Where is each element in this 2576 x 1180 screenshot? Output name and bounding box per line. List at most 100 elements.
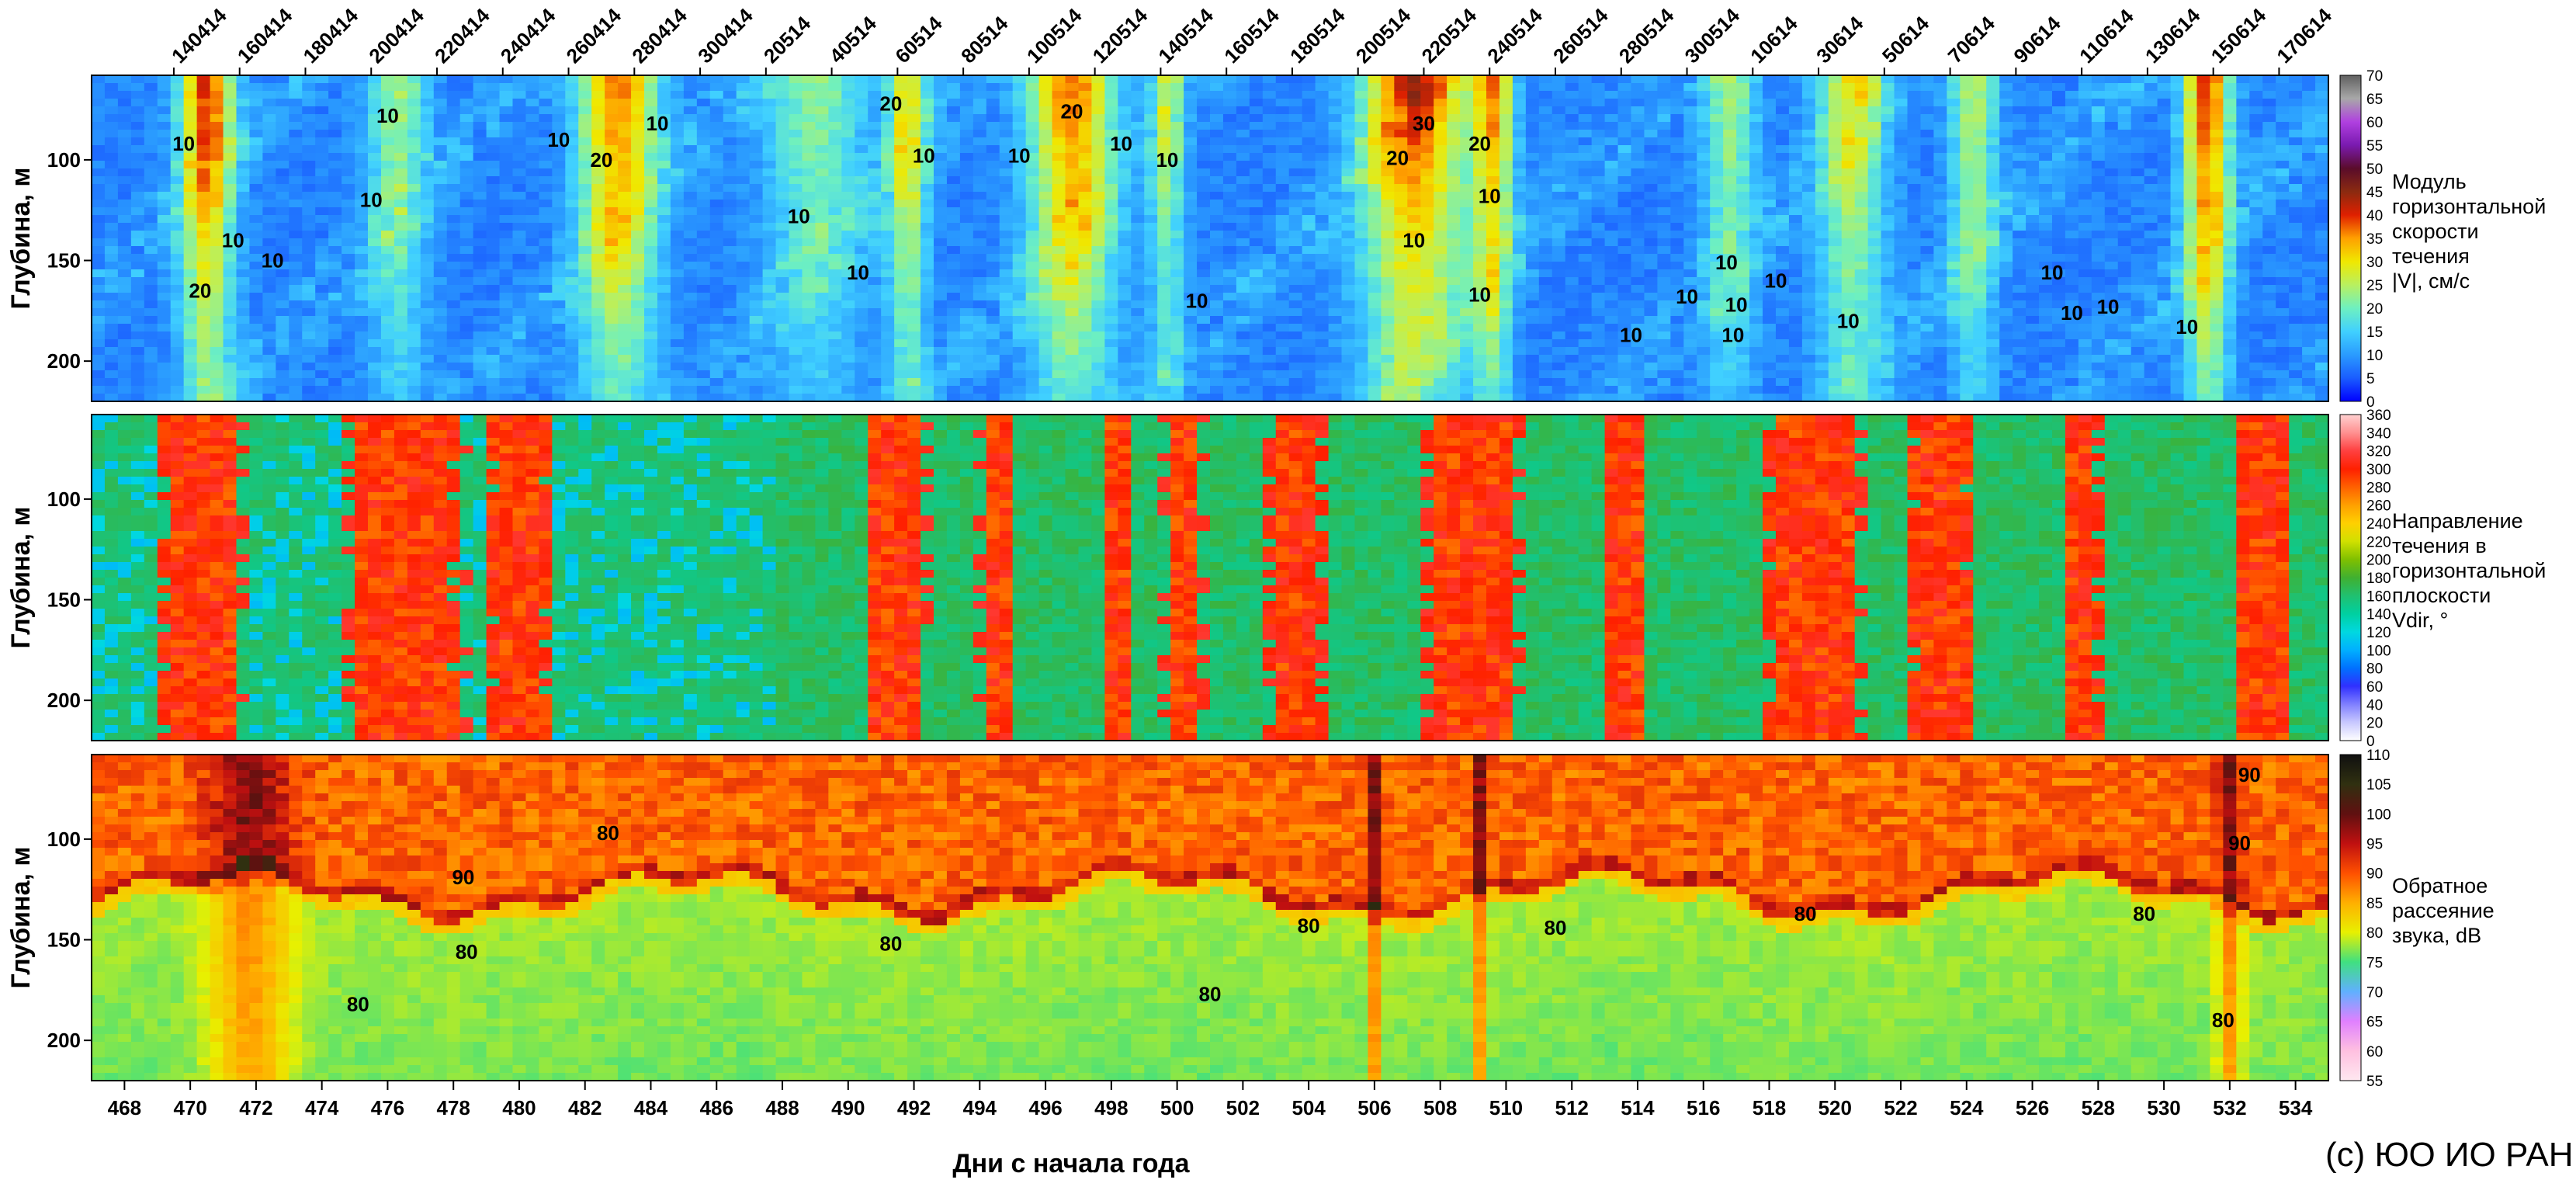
speed-cell bbox=[723, 184, 737, 193]
speed-cell bbox=[539, 114, 553, 123]
speed-cell bbox=[775, 246, 790, 255]
speed-cell bbox=[446, 184, 461, 193]
speed-cell bbox=[1197, 370, 1211, 379]
speed-cell bbox=[1302, 363, 1316, 371]
speed-cell bbox=[1078, 370, 1093, 379]
speed-cell bbox=[210, 339, 224, 348]
speed-cell bbox=[696, 269, 711, 278]
speed-cell bbox=[1222, 192, 1237, 200]
speed-cell bbox=[262, 145, 276, 154]
speed-cell bbox=[1578, 316, 1593, 324]
speed-cell bbox=[1368, 378, 1382, 387]
speed-cell bbox=[946, 200, 961, 208]
speed-cell bbox=[1170, 153, 1184, 161]
speed-cell bbox=[894, 114, 908, 123]
speed-cell bbox=[920, 83, 934, 92]
speed-cell bbox=[1538, 363, 1553, 371]
speed-cell bbox=[959, 106, 974, 115]
speed-cell bbox=[157, 363, 172, 371]
speed-cell bbox=[999, 114, 1014, 123]
speed-cell bbox=[1486, 176, 1500, 185]
speed-cell bbox=[1631, 215, 1645, 224]
speed-cell bbox=[1038, 394, 1053, 401]
speed-cell bbox=[552, 137, 566, 146]
speed-cell bbox=[1617, 254, 1632, 262]
speed-cell bbox=[236, 308, 251, 317]
speed-cell bbox=[578, 363, 592, 371]
speed-cell bbox=[1236, 238, 1250, 247]
speed-cell bbox=[368, 331, 382, 340]
speed-cell bbox=[683, 137, 698, 146]
speed-cell bbox=[1473, 192, 1487, 200]
speed-cell bbox=[1091, 300, 1105, 309]
speed-cell bbox=[355, 262, 369, 270]
speed-cell bbox=[328, 262, 342, 270]
speed-cell bbox=[696, 300, 711, 309]
speed-cell bbox=[1578, 137, 1593, 146]
speed-cell bbox=[578, 114, 592, 123]
speed-cell bbox=[1012, 308, 1027, 317]
speed-cell bbox=[1368, 277, 1382, 286]
speed-cell bbox=[355, 339, 369, 348]
speed-cell bbox=[1078, 114, 1093, 123]
speed-cell bbox=[407, 300, 421, 309]
speed-cell bbox=[1104, 238, 1118, 247]
speed-cell bbox=[933, 91, 948, 99]
speed-cell bbox=[1407, 200, 1421, 208]
speed-cell bbox=[1091, 285, 1105, 293]
speed-cell bbox=[1222, 75, 1237, 84]
speed-cell bbox=[565, 161, 579, 169]
speed-cell bbox=[802, 99, 816, 107]
speed-cell bbox=[1222, 262, 1237, 270]
speed-cell bbox=[1078, 347, 1093, 356]
speed-cell bbox=[1184, 254, 1198, 262]
speed-cell bbox=[380, 184, 395, 193]
speed-cell bbox=[907, 394, 921, 401]
speed-cell bbox=[933, 99, 948, 107]
speed-cell bbox=[1131, 308, 1145, 317]
speed-cell bbox=[355, 137, 369, 146]
speed-cell bbox=[446, 161, 461, 169]
speed-cell bbox=[1473, 293, 1487, 301]
speed-cell bbox=[92, 231, 106, 239]
speed-cell bbox=[959, 254, 974, 262]
speed-cell bbox=[1078, 254, 1093, 262]
speed-cell bbox=[644, 394, 658, 401]
speed-cell bbox=[959, 386, 974, 394]
speed-cell bbox=[868, 223, 882, 231]
speed-cell bbox=[1434, 293, 1447, 301]
speed-cell bbox=[1091, 200, 1105, 208]
speed-cell bbox=[342, 114, 355, 123]
speed-cell bbox=[512, 378, 527, 387]
speed-cell bbox=[802, 339, 816, 348]
speed-cell bbox=[1038, 161, 1053, 169]
speed-cell bbox=[1354, 324, 1369, 332]
speed-cell bbox=[578, 394, 592, 401]
speed-cell bbox=[881, 355, 895, 363]
speed-cell bbox=[986, 285, 1000, 293]
speed-cell bbox=[157, 207, 172, 216]
speed-cell bbox=[262, 153, 276, 161]
speed-cell bbox=[1551, 215, 1566, 224]
speed-cell bbox=[907, 386, 921, 394]
speed-cell bbox=[1644, 246, 1658, 255]
speed-cell bbox=[1157, 130, 1171, 138]
speed-cell bbox=[565, 215, 579, 224]
speed-cell bbox=[1486, 75, 1500, 84]
speed-cell bbox=[420, 269, 435, 278]
speed-cell bbox=[1104, 300, 1118, 309]
speed-cell bbox=[289, 277, 303, 286]
speed-cell bbox=[302, 262, 316, 270]
speed-cell bbox=[973, 378, 987, 387]
speed-cell bbox=[130, 153, 145, 161]
speed-cell bbox=[1184, 355, 1198, 363]
speed-cell bbox=[433, 145, 448, 154]
speed-cell bbox=[210, 394, 224, 401]
speed-cell bbox=[1565, 246, 1579, 255]
speed-cell bbox=[512, 114, 527, 123]
speed-cell bbox=[223, 394, 237, 401]
speed-cell bbox=[183, 254, 198, 262]
speed-cell bbox=[499, 130, 514, 138]
speed-cell bbox=[946, 285, 961, 293]
speed-cell bbox=[683, 277, 698, 286]
